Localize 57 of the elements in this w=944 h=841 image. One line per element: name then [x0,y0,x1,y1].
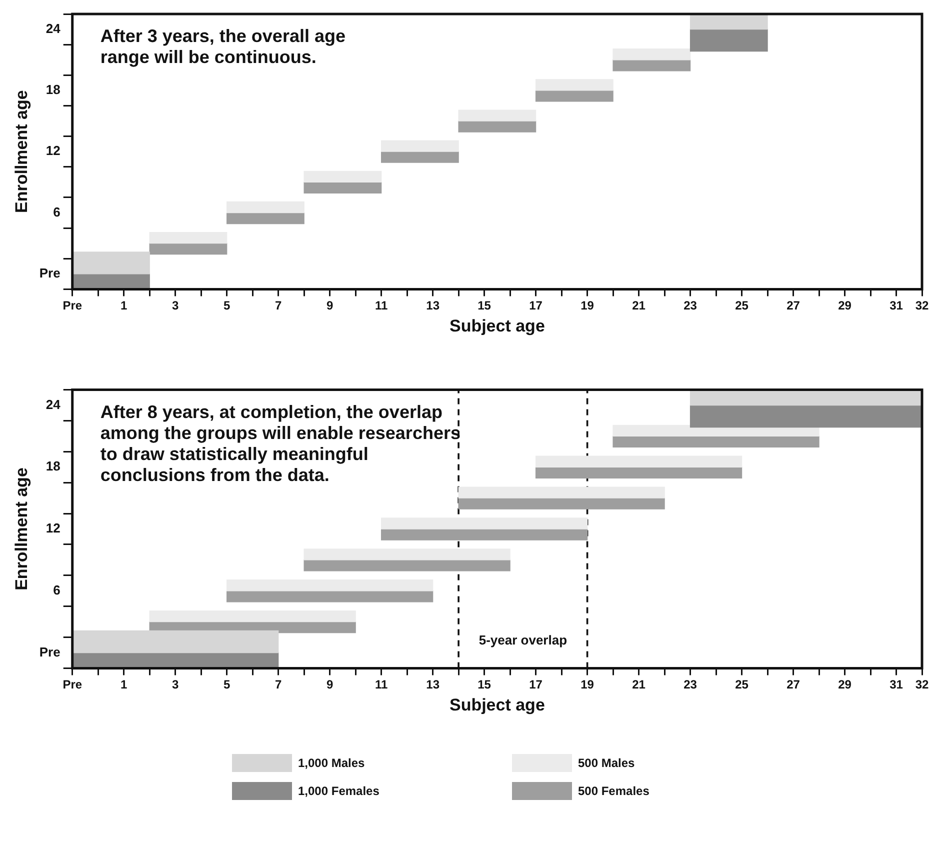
x-tick-label: 1 [120,298,128,313]
x-tick-label: 13 [426,298,440,313]
y-tick-label: Pre [39,644,60,660]
x-axis-title: Subject age [449,316,545,336]
x-tick-label: 9 [326,678,334,692]
x-tick-label: 15 [478,298,492,313]
legend-label: 1,000 Females [298,784,380,798]
y-tick-label: 12 [46,520,60,536]
x-tick-label: 7 [274,678,282,692]
y-tick-label: 24 [46,20,62,36]
x-tick-label: 15 [478,678,492,692]
x-tick-label: 21 [632,678,646,692]
x-tick-label: 11 [374,678,388,692]
x-tick-label: Pre [62,298,82,313]
x-tick-label: 32 [915,678,929,692]
y-tick-label: Pre [39,265,60,280]
x-tick-label: 27 [786,678,800,692]
x-tick-label: 29 [838,678,852,692]
y-axis-title: Enrollment age [12,90,31,214]
x-tick-label: 29 [838,298,852,313]
y-tick-label: 18 [46,458,60,474]
x-tick-label: Pre [62,678,82,692]
x-tick-label: 31 [890,678,904,692]
annotation: After 3 years, the overall age range will be continuous. [100,26,346,67]
x-tick-label: 3 [172,298,180,313]
x-tick-label: 19 [580,298,594,313]
x-tick-label: 5 [223,678,230,692]
y-tick-label: 6 [53,204,60,220]
x-tick-label: 3 [172,678,180,692]
x-tick-label: 1 [120,678,128,692]
x-tick-label: 13 [426,678,440,692]
y-tick-label: 12 [46,143,60,158]
y-axis-title: Enrollment age [12,468,31,590]
y-tick-label: 24 [46,396,62,412]
x-tick-label: 19 [580,678,594,692]
legend-label: 500 Females [578,784,650,798]
x-tick-label: 21 [632,298,646,313]
x-tick-label: 23 [684,678,698,692]
legend-label: 1,000 Males [298,756,365,770]
legend-label: 500 Males [578,756,635,770]
annotation: 5-year overlap [478,632,568,648]
x-tick-label: 31 [890,298,904,313]
x-tick-label: 17 [529,298,543,313]
x-tick-label: 11 [374,298,388,313]
x-tick-label: 32 [915,298,929,313]
x-tick-label: 27 [786,298,800,313]
x-tick-label: 23 [684,298,698,313]
x-tick-label: 7 [274,298,282,313]
x-tick-label: 25 [735,678,749,692]
annotation: After 8 years, at completion, the overlap among the groups will enable researchers to draw statistically meaningful conclusions from the data. [100,402,460,485]
y-tick-label: 18 [46,82,60,98]
x-tick-label: 17 [529,678,543,692]
x-axis-title: Subject age [449,695,545,714]
x-tick-label: 25 [735,298,749,313]
y-tick-label: 6 [53,582,60,598]
x-tick-label: 5 [223,298,230,313]
x-tick-label: 9 [326,298,334,313]
